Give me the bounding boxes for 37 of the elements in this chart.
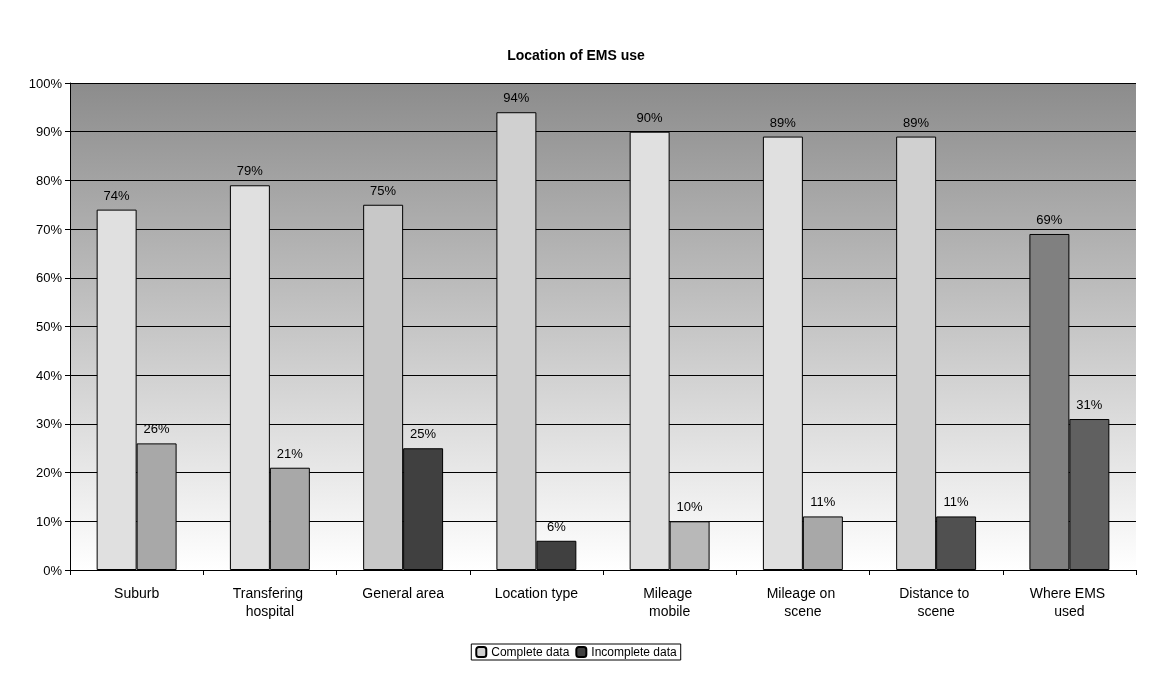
y-tick-label: 80% [35, 172, 63, 188]
y-tick-label: 60% [35, 270, 63, 286]
data-label: 10% [676, 499, 704, 515]
x-tick-label: Where EMS used [1029, 585, 1110, 619]
x-tick-label: Mileage on scene [766, 585, 840, 619]
data-label: 69% [1036, 211, 1063, 227]
y-tick-label: 100% [28, 75, 63, 91]
y-tick-label: 10% [35, 513, 63, 529]
x-tick-label: Location type [494, 585, 579, 601]
data-label: 90% [636, 109, 664, 125]
y-tick-label: 40% [35, 367, 63, 383]
y-tick-label: 20% [35, 465, 63, 481]
data-label: 21% [276, 445, 304, 461]
y-tick-label: 50% [35, 319, 63, 334]
data-label: 75% [370, 182, 397, 198]
data-label: 11% [943, 494, 970, 510]
data-label: 89% [903, 114, 930, 130]
data-label: 25% [410, 426, 437, 442]
data-label: 74% [103, 187, 131, 203]
x-tick-label: Suburb [114, 585, 160, 601]
data-label: 89% [769, 114, 797, 130]
x-tick-label: Mileage mobile [643, 585, 697, 619]
x-tick-label: Transfering hospital [232, 585, 307, 619]
data-label: 79% [236, 163, 264, 179]
x-tick-label: General area [362, 585, 445, 601]
data-label: 11% [810, 494, 836, 510]
data-label: 94% [503, 90, 530, 106]
data-label: 6% [546, 518, 567, 534]
data-label: 31% [1076, 397, 1103, 413]
chart-title: Location of EMS use [507, 47, 646, 63]
y-tick-label: 30% [35, 416, 63, 432]
x-tick-label: Distance to scene [899, 585, 974, 619]
y-tick-label: 70% [35, 221, 63, 237]
y-tick-label: 90% [35, 124, 63, 140]
legend-label: Incomplete data [591, 645, 678, 659]
y-tick-label: 0% [43, 562, 63, 578]
legend-label: Complete data [491, 645, 570, 659]
